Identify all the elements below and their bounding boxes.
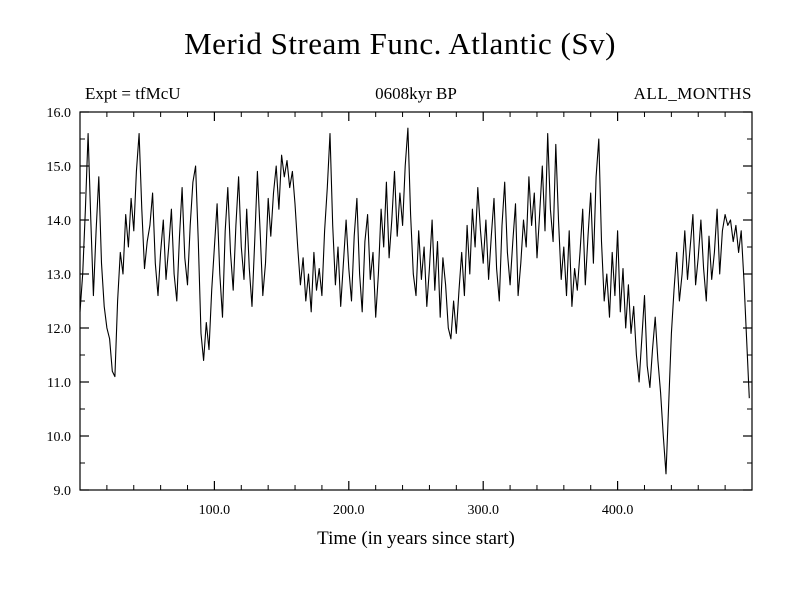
experiment-label: Expt = tfMcU (85, 84, 181, 103)
plot-frame (79, 111, 753, 491)
x-tick-label: 300.0 (467, 503, 499, 518)
y-tick-label: 12.0 (47, 322, 72, 337)
y-tick-label: 14.0 (47, 214, 72, 229)
period-label: 0608kyr BP (375, 84, 457, 103)
y-tick-label: 15.0 (47, 160, 72, 175)
x-tick-label: 100.0 (199, 503, 231, 518)
data-line (79, 127, 750, 475)
y-tick-label: 11.0 (47, 376, 71, 391)
x-tick-label: 400.0 (602, 503, 634, 518)
x-tick-label: 200.0 (333, 503, 365, 518)
months-label: ALL_MONTHS (633, 84, 752, 103)
y-tick-label: 13.0 (47, 268, 72, 283)
y-tick-label: 9.0 (54, 484, 72, 499)
x-axis-label: Time (in years since start) (317, 528, 515, 549)
chart-title: Merid Stream Func. Atlantic (Sv) (184, 26, 616, 61)
y-tick-label: 16.0 (47, 106, 72, 121)
y-tick-label: 10.0 (47, 430, 72, 445)
